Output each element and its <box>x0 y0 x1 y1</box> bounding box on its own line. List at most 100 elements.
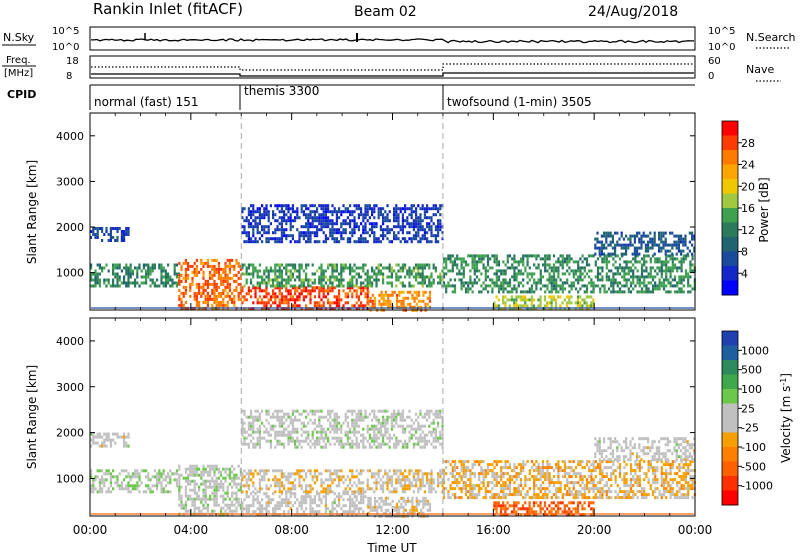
echo-cell <box>294 419 296 422</box>
echo-cell <box>364 237 366 240</box>
echo-cell <box>450 257 452 260</box>
echo-cell <box>454 278 456 281</box>
echo-cell <box>522 263 524 266</box>
echo-cell <box>187 265 189 268</box>
echo-cell <box>235 474 237 477</box>
echo-cell <box>651 241 653 244</box>
echo-cell <box>290 416 292 419</box>
echo-cell <box>394 291 396 294</box>
echo-cell <box>483 266 485 269</box>
echo-cell <box>265 487 267 490</box>
echo-cell <box>678 275 680 278</box>
echo-cell <box>406 222 408 225</box>
echo-cell <box>553 298 555 301</box>
echo-cell <box>292 425 294 428</box>
echo-cell <box>127 445 129 448</box>
echo-cell <box>610 269 612 272</box>
echo-cell <box>593 281 595 284</box>
echo-cell <box>147 264 149 267</box>
echo-cell <box>92 487 94 490</box>
echo-cell <box>101 436 103 439</box>
echo-cell <box>373 425 375 428</box>
echo-cell <box>429 297 431 300</box>
echo-cell <box>362 498 364 501</box>
echo-cell <box>628 272 630 275</box>
echo-cell <box>290 234 292 237</box>
echo-cell <box>250 210 252 213</box>
echo-cell <box>358 298 360 301</box>
echo-cell <box>463 266 465 269</box>
echo-cell <box>433 481 435 484</box>
echo-cell <box>400 484 402 487</box>
echo-cell <box>298 231 300 234</box>
echo-cell <box>296 210 298 213</box>
echo-cell <box>316 225 318 228</box>
echo-cell <box>417 267 419 270</box>
echo-cell <box>513 278 515 281</box>
echo-cell <box>298 475 300 478</box>
echo-cell <box>408 484 410 487</box>
echo-cell <box>235 501 237 504</box>
echo-cell <box>345 267 347 270</box>
echo-cell <box>227 283 229 286</box>
echo-cell <box>325 225 327 228</box>
echo-cell <box>180 274 182 277</box>
echo-cell <box>254 216 256 219</box>
echo-cell <box>420 300 422 303</box>
echo-cell <box>296 295 298 298</box>
echo-cell <box>305 501 307 504</box>
echo-cell <box>467 254 469 257</box>
echo-cell <box>336 422 338 425</box>
echo-cell <box>298 279 300 282</box>
echo-cell <box>252 264 254 267</box>
echo-cell <box>406 487 408 490</box>
echo-cell <box>385 300 387 303</box>
echo-cell <box>371 213 373 216</box>
echo-cell <box>145 469 147 472</box>
echo-cell <box>160 490 162 493</box>
echo-cell <box>257 228 259 231</box>
echo-cell <box>656 260 658 263</box>
echo-cell <box>380 207 382 210</box>
echo-cell <box>419 428 421 431</box>
echo-cell <box>502 269 504 272</box>
echo-cell <box>683 284 685 287</box>
echo-cell <box>305 431 307 434</box>
echo-cell <box>211 259 213 262</box>
echo-cell <box>396 294 398 297</box>
echo-cell <box>364 228 366 231</box>
echo-cell <box>402 228 404 231</box>
echo-cell <box>222 283 224 286</box>
echo-cell <box>125 273 127 276</box>
echo-cell <box>411 210 413 213</box>
echo-cell <box>593 287 595 290</box>
echo-cell <box>224 265 226 268</box>
echo-cell <box>428 416 430 419</box>
echo-cell <box>254 487 256 490</box>
echo-cell <box>349 437 351 440</box>
echo-cell <box>364 279 366 282</box>
echo-cell <box>562 290 564 293</box>
echo-cell <box>351 292 353 295</box>
echo-cell <box>314 213 316 216</box>
echo-cell <box>424 213 426 216</box>
echo-cell <box>305 204 307 207</box>
echo-cell <box>551 298 553 301</box>
echo-cell <box>422 264 424 267</box>
echo-cell <box>364 213 366 216</box>
echo-cell <box>375 204 377 207</box>
echo-cell <box>108 472 110 475</box>
echo-cell <box>351 425 353 428</box>
echo-cell <box>369 413 371 416</box>
echo-cell <box>673 244 675 247</box>
echo-cell <box>400 300 402 303</box>
echo-cell <box>663 278 665 281</box>
echo-cell <box>338 469 340 472</box>
echo-cell <box>281 472 283 475</box>
echo-cell <box>257 225 259 228</box>
echo-cell <box>634 284 636 287</box>
echo-cell <box>338 443 340 446</box>
echo-cell <box>298 504 300 507</box>
echo-cell <box>409 509 411 512</box>
echo-cell <box>606 260 608 263</box>
